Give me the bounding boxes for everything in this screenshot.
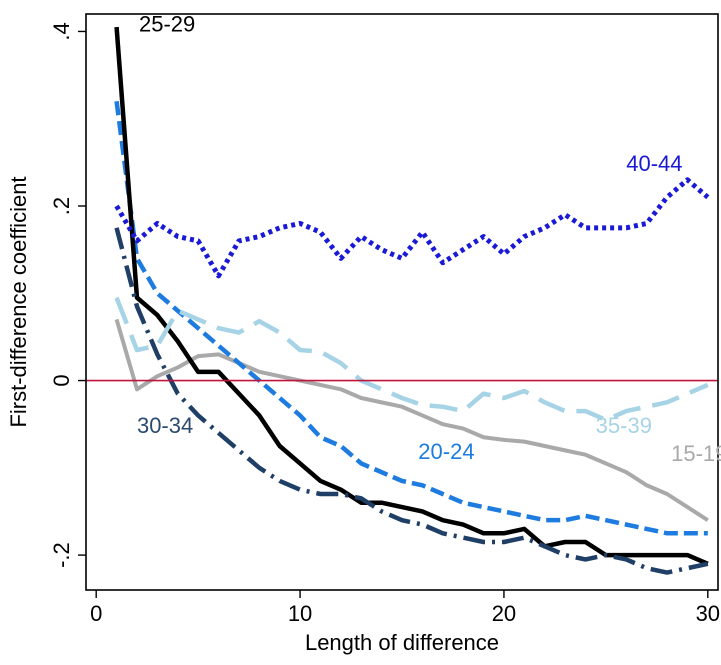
- series-line-35-39: [114, 296, 709, 423]
- series-label-30-34: 30-34: [137, 413, 193, 438]
- series-line-25-29: [114, 26, 709, 566]
- series-line-20-24: [114, 100, 708, 536]
- series-label-25-29: 25-29: [139, 11, 195, 36]
- x-tick-label-0: 0: [90, 601, 102, 626]
- plot-frame: [85, 13, 719, 591]
- axes-layer: 0 10 20 30 -.2 0 .2 .4: [49, 13, 720, 626]
- x-axis-title: Length of difference: [305, 630, 499, 655]
- x-tick-label-30: 30: [696, 601, 720, 626]
- series-line-40-44: [114, 177, 710, 279]
- series-labels-layer: 15-19 20-24 25-29 30-34 35-39 40-44: [137, 11, 721, 465]
- y-tick-label-.4: .4: [49, 22, 74, 40]
- series-label-35-39: 35-39: [596, 413, 652, 438]
- series-label-40-44: 40-44: [626, 151, 682, 176]
- y-axis-title: First-difference coefficient: [6, 176, 31, 427]
- x-tick-label-20: 20: [492, 601, 516, 626]
- y-tick-label-0: 0: [49, 374, 74, 386]
- series-line-15-19: [114, 318, 709, 522]
- series-label-20-24: 20-24: [418, 439, 474, 464]
- series-layer: [114, 26, 710, 575]
- x-tick-label-10: 10: [288, 601, 312, 626]
- y-tick-label-.2: .2: [49, 197, 74, 215]
- y-tick-label--.2: -.2: [49, 542, 74, 568]
- series-label-15-19: 15-19: [671, 441, 721, 466]
